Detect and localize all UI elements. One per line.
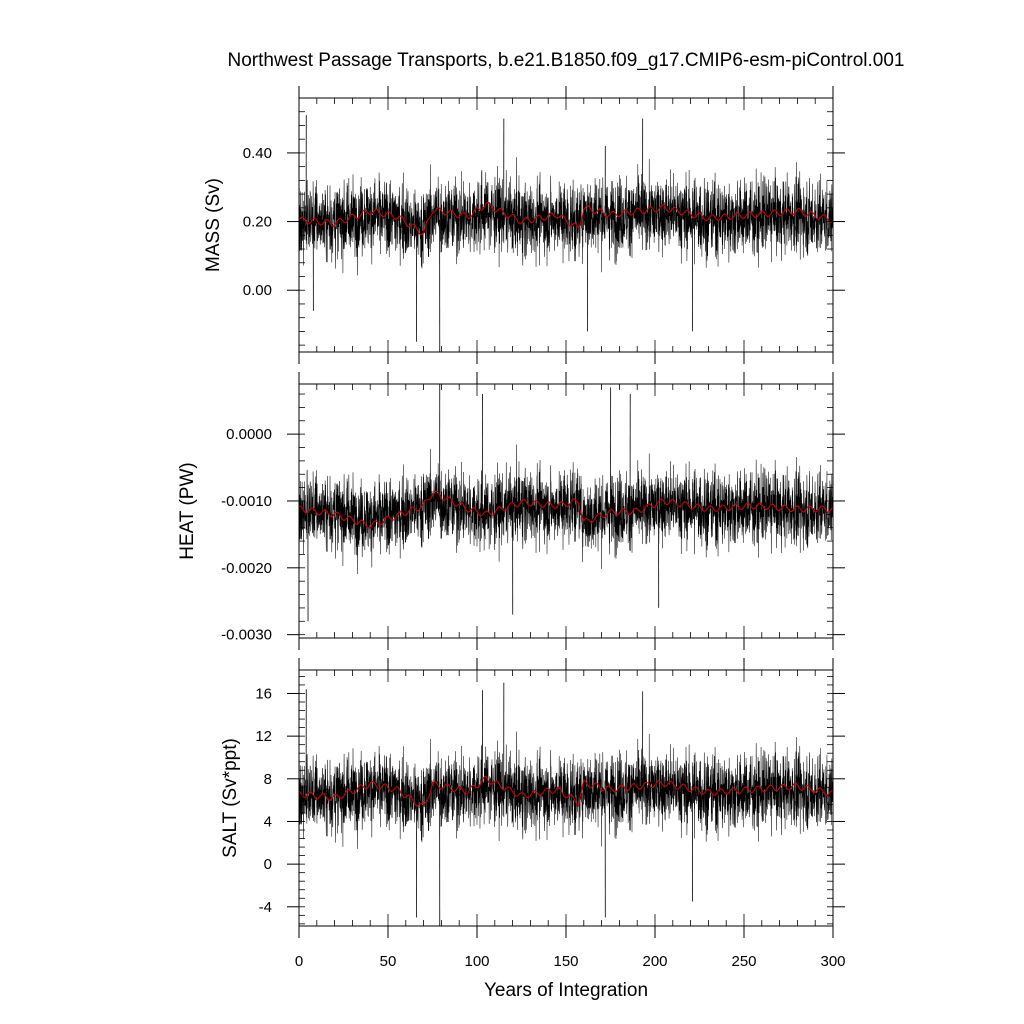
ticks-salt: 16 12 8 4 0 -4 <box>255 658 845 938</box>
x-axis-label: Years of Integration <box>484 980 648 1001</box>
plot-area-salt <box>298 682 834 927</box>
plot-area-heat <box>298 383 834 622</box>
y-tick-label: -0.0020 <box>221 560 272 577</box>
y-tick-label: 0.0000 <box>226 426 272 443</box>
panel-heat: 0.0000 -0.0010 -0.0020 -0.0030 HEAT (PW) <box>177 372 845 650</box>
y-tick-label: 8 <box>264 771 272 788</box>
x-tick-label: 250 <box>731 953 756 970</box>
chart-title: Northwest Passage Transports, b.e21.B185… <box>228 50 905 71</box>
series-smoothed-heat <box>298 490 834 529</box>
x-tick-label: 100 <box>464 953 489 970</box>
series-smoothed-salt <box>298 775 834 807</box>
ticks-mass: 0.40 0.20 0.00 <box>243 86 845 364</box>
x-tick-label: 0 <box>295 953 303 970</box>
y-axis-label-heat: HEAT (PW) <box>177 462 198 559</box>
y-tick-label: 16 <box>255 685 272 702</box>
y-tick-label: 0.20 <box>243 214 272 231</box>
y-tick-label: -0.0010 <box>221 493 272 510</box>
y-tick-label: 0.40 <box>243 145 272 162</box>
x-tick-labels: 0 50 100 150 200 250 300 <box>295 953 846 970</box>
y-axis-label-salt: SALT (Sv*ppt) <box>220 738 241 858</box>
series-raw-salt <box>298 731 834 849</box>
y-tick-label: 4 <box>264 813 272 830</box>
panel-mass: 0.40 0.20 0.00 MASS (Sv) <box>203 86 845 364</box>
y-tick-label: -0.0030 <box>221 627 272 644</box>
y-tick-label: 12 <box>255 728 272 745</box>
y-axis-label-mass: MASS (Sv) <box>203 178 224 272</box>
series-raw-mass <box>298 157 834 276</box>
plot-area-mass <box>298 115 834 353</box>
y-tick-label: -4 <box>259 899 272 916</box>
y-tick-label: 0 <box>264 856 272 873</box>
x-tick-label: 200 <box>642 953 667 970</box>
x-tick-label: 150 <box>553 953 578 970</box>
series-smoothed-mass <box>298 201 834 236</box>
panel-salt: 16 12 8 4 0 -4 SALT (Sv*ppt) <box>220 658 845 938</box>
x-tick-label: 300 <box>820 953 845 970</box>
ticks-heat: 0.0000 -0.0010 -0.0020 -0.0030 <box>221 372 845 650</box>
series-raw-heat <box>298 444 834 574</box>
x-tick-label: 50 <box>380 953 397 970</box>
y-tick-label: 0.00 <box>243 282 272 299</box>
